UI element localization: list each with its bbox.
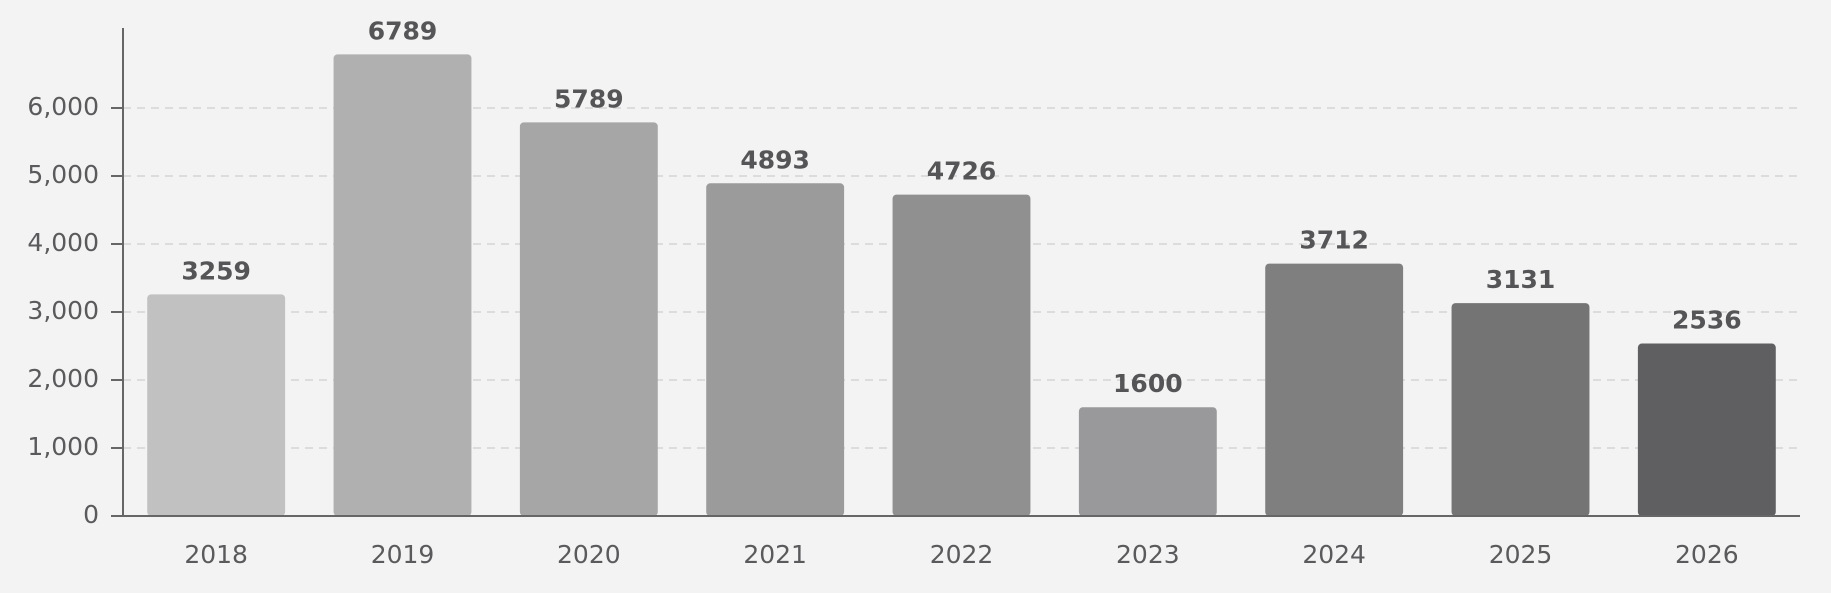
x-tick-label: 2024 [1302, 540, 1366, 569]
bar [1078, 407, 1217, 516]
x-tick-label: 2023 [1116, 540, 1180, 569]
value-label: 3259 [181, 256, 251, 285]
value-label: 3712 [1299, 226, 1369, 255]
y-tick-label: 5,000 [27, 160, 99, 189]
bar [1637, 343, 1776, 516]
x-tick-label: 2021 [743, 540, 807, 569]
value-label: 4893 [740, 145, 810, 174]
x-tick-label: 2019 [371, 540, 435, 569]
bar [333, 54, 472, 517]
value-label: 5789 [554, 84, 624, 113]
value-label: 4726 [927, 157, 997, 186]
bar [519, 122, 658, 517]
value-label: 3131 [1486, 265, 1556, 294]
y-tick-label: 1,000 [27, 432, 99, 461]
x-tick-label: 2018 [184, 540, 248, 569]
y-tick-label: 0 [83, 500, 99, 529]
bar [892, 194, 1031, 516]
value-label: 6789 [368, 16, 438, 45]
x-tick-label: 2022 [930, 540, 994, 569]
bar [147, 294, 286, 516]
x-tick-label: 2020 [557, 540, 621, 569]
bar [1451, 303, 1590, 516]
y-tick-label: 4,000 [27, 228, 99, 257]
y-tick-label: 6,000 [27, 92, 99, 121]
x-tick-label: 2026 [1675, 540, 1739, 569]
y-tick-label: 2,000 [27, 364, 99, 393]
x-tick-label: 2025 [1489, 540, 1553, 569]
value-label: 2536 [1672, 306, 1742, 335]
bar [706, 183, 845, 516]
bar [1265, 263, 1404, 516]
y-tick-label: 3,000 [27, 296, 99, 325]
value-label: 1600 [1113, 369, 1183, 398]
